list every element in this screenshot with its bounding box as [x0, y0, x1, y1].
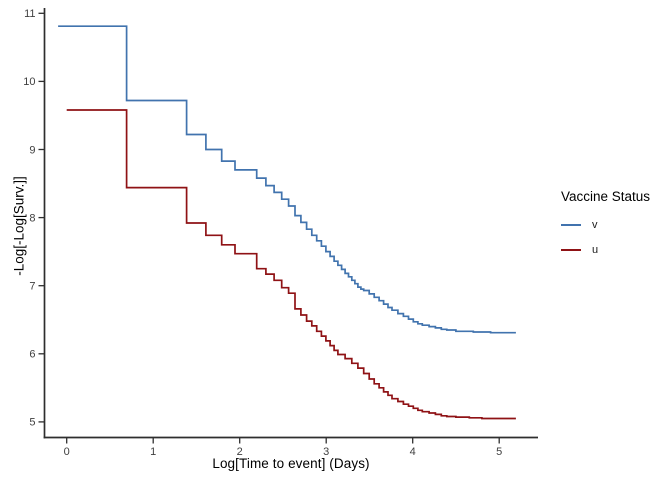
y-axis-title: -Log[-Log[Surv.]] — [11, 176, 27, 276]
x-tick-label: 1 — [150, 446, 156, 458]
legend-key-line-v — [561, 223, 581, 226]
x-tick-label: 2 — [237, 446, 243, 458]
series-line-v — [58, 25, 516, 334]
x-tick-label: 4 — [410, 446, 416, 458]
series-line-u — [66, 109, 516, 420]
legend-item-u: u — [561, 241, 650, 258]
y-tick-label: 11 — [24, 8, 35, 20]
y-tick-label: 6 — [29, 349, 35, 361]
x-tick-label: 3 — [323, 446, 329, 458]
legend-item-v: v — [561, 216, 650, 233]
y-tick-label: 10 — [23, 76, 35, 88]
x-axis-title: Log[Time to event] (Days) — [212, 456, 370, 471]
y-tick-label: 5 — [29, 417, 35, 429]
y-tick-label: 7 — [29, 281, 35, 293]
x-tick-label: 0 — [64, 446, 70, 458]
legend-item-label: v — [592, 218, 598, 231]
y-tick-label: 9 — [29, 144, 35, 156]
legend-item-label: u — [592, 243, 599, 256]
legend: Vaccine Status v u — [561, 189, 650, 266]
legend-key-line-u — [561, 248, 581, 251]
x-tick-label: 5 — [496, 446, 502, 458]
y-tick-label: 8 — [29, 212, 35, 224]
legend-title: Vaccine Status — [561, 189, 651, 204]
